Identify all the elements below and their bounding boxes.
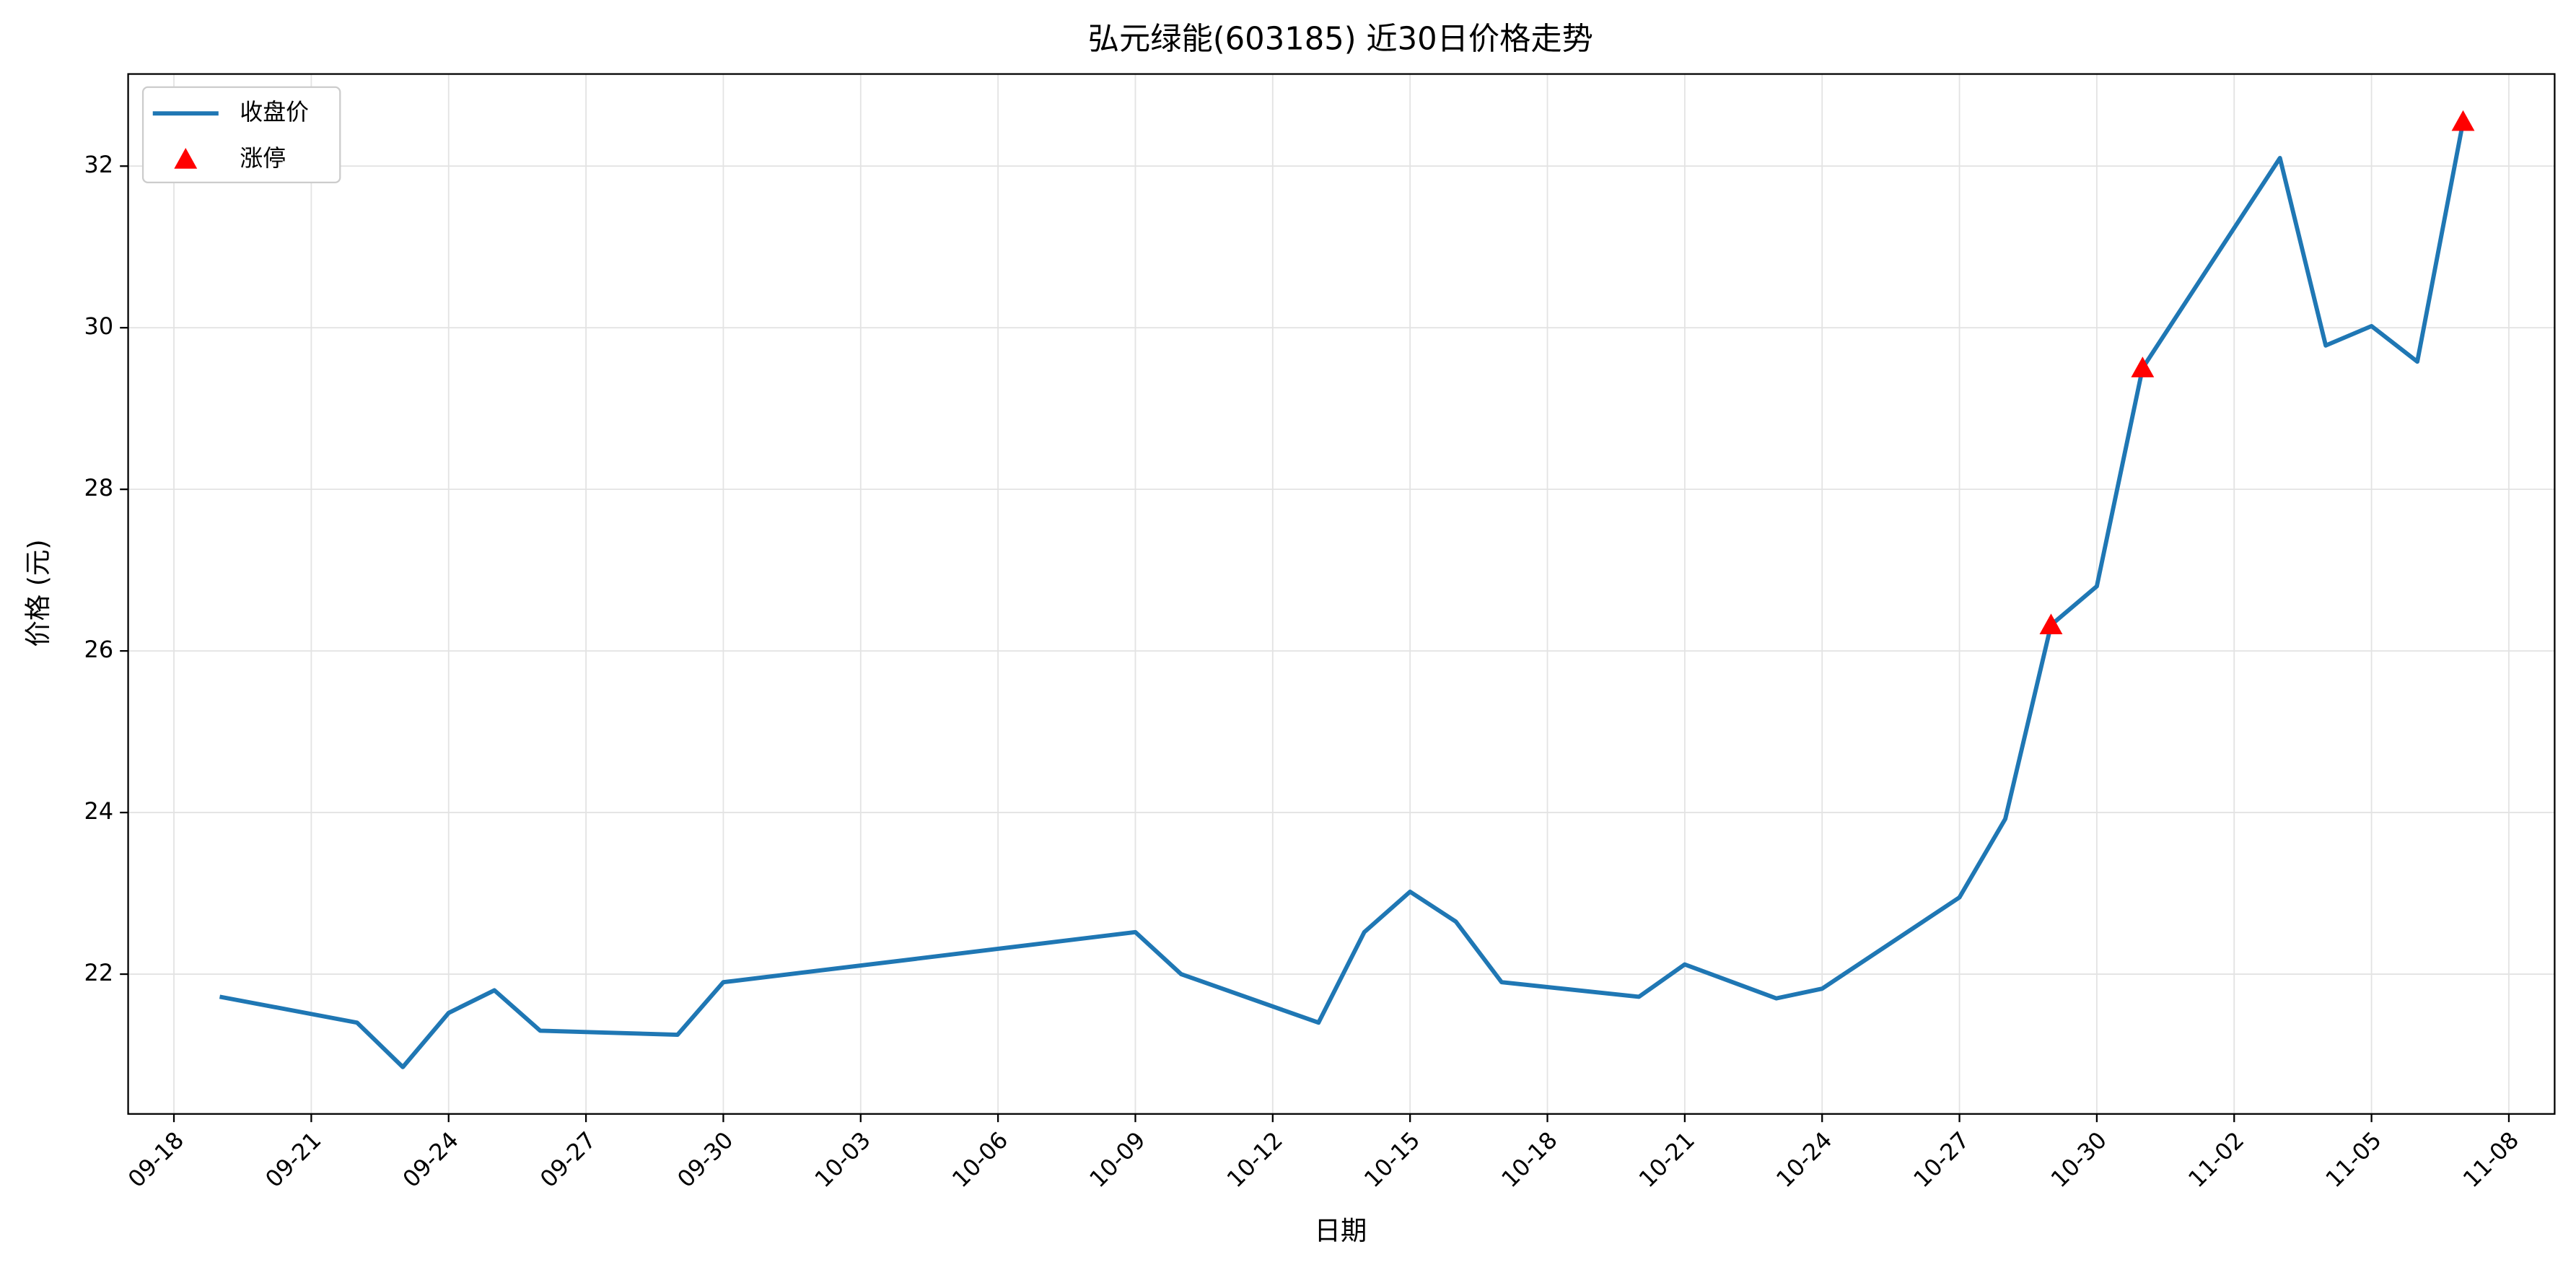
y-tick-label: 26 [84,636,114,663]
x-tick-label: 11-05 [2320,1126,2386,1193]
x-tick-label: 11-02 [2183,1126,2249,1193]
x-tick-label: 10-06 [947,1126,1013,1193]
y-tick-label: 24 [84,797,114,825]
limit-up-marker [2131,356,2155,377]
legend-label: 收盘价 [240,98,309,126]
x-axis-label: 日期 [1314,1215,1367,1246]
y-tick-label: 28 [84,474,114,501]
x-tick-label: 11-08 [2458,1126,2524,1193]
y-tick-label: 32 [84,151,114,178]
limit-up-marker [2451,110,2475,131]
y-tick-label: 22 [84,959,114,986]
legend-label: 涨停 [240,144,286,172]
x-tick-label: 10-30 [2046,1126,2112,1193]
x-tick-label: 09-27 [535,1126,601,1193]
y-tick-label: 30 [84,312,114,340]
x-tick-label: 10-09 [1084,1126,1150,1193]
legend-marker [174,148,198,169]
x-tick-label: 10-03 [810,1126,876,1193]
x-tick-label: 10-12 [1222,1126,1288,1193]
x-tick-label: 10-15 [1359,1126,1425,1193]
x-tick-label: 10-27 [1908,1126,1974,1193]
plot-frame [127,73,2556,1115]
x-tick-label: 09-21 [260,1126,326,1193]
legend-box [141,86,341,183]
x-tick-label: 09-24 [398,1126,464,1193]
x-tick-label: 10-21 [1634,1126,1700,1193]
limit-up-marker [2039,613,2063,635]
x-tick-label: 10-18 [1496,1126,1562,1193]
y-axis-label: 价格 (元) [22,539,53,647]
x-tick-label: 09-30 [672,1126,738,1193]
price-line [219,121,2466,1069]
x-tick-label: 10-24 [1771,1126,1837,1193]
chart-title: 弘元绿能(603185) 近30日价格走势 [1088,22,1593,58]
x-tick-label: 09-18 [123,1126,189,1193]
